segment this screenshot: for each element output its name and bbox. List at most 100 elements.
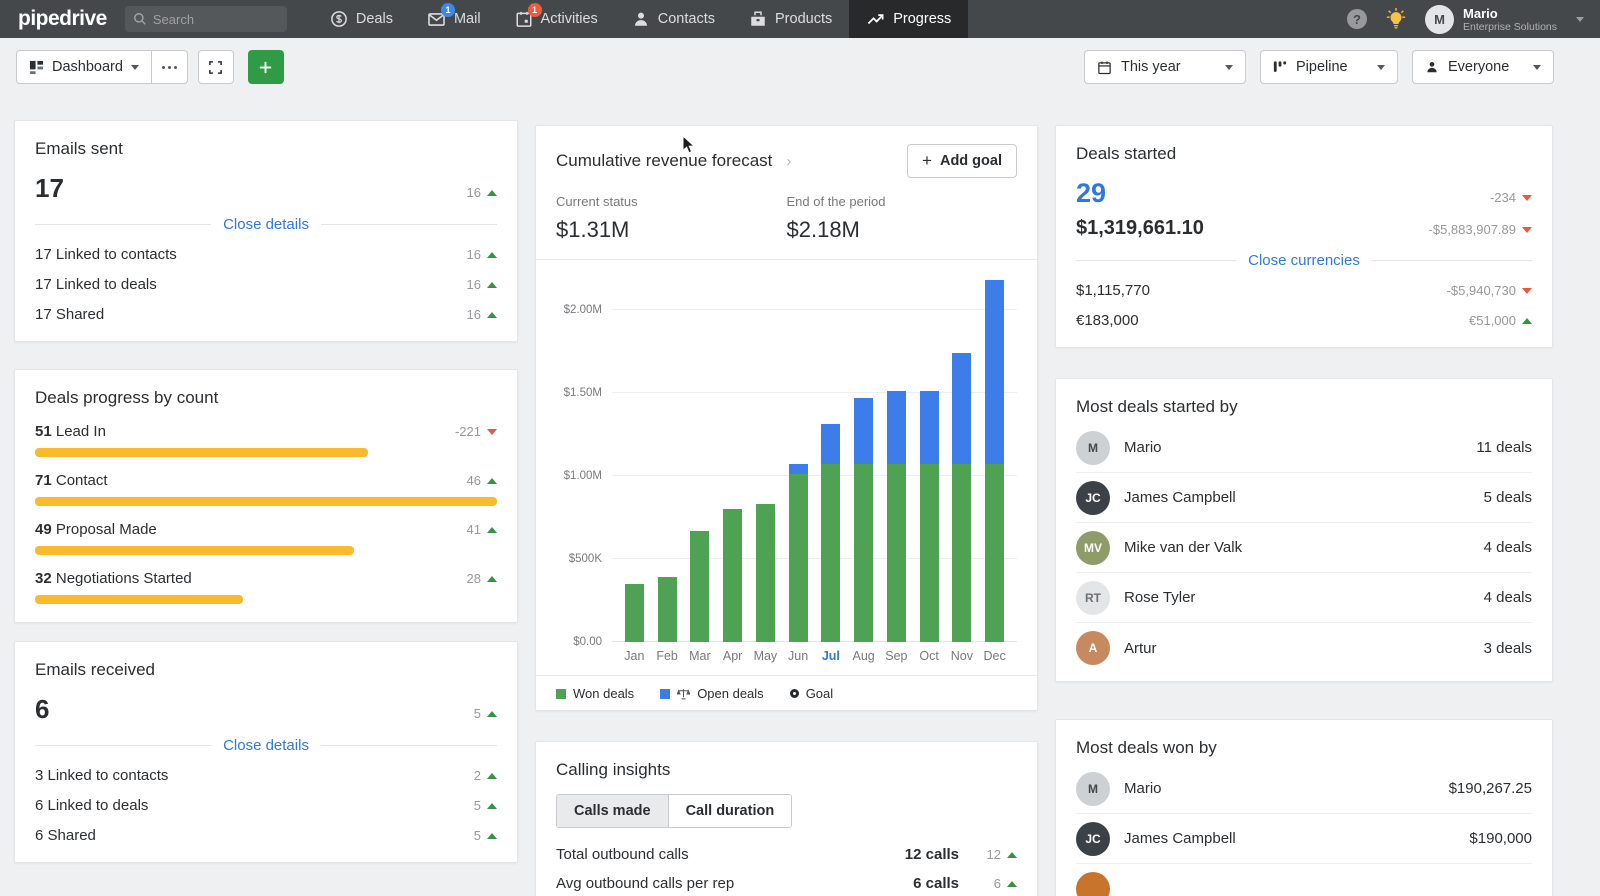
open-deals-segment-Aug[interactable]	[854, 398, 873, 464]
trend-icon	[1522, 227, 1532, 233]
x-tick-label-Jan: Jan	[618, 649, 651, 663]
plus-icon: +	[922, 151, 932, 171]
chevron-down-icon	[1225, 65, 1233, 70]
bar-Aug[interactable]	[847, 274, 880, 642]
help-icon[interactable]: ?	[1347, 9, 1367, 29]
dashboard-more-button[interactable]	[152, 50, 188, 84]
close-details-link[interactable]: Close details	[223, 216, 309, 233]
stage-bar[interactable]	[35, 546, 354, 555]
bar-Jun[interactable]	[782, 274, 815, 642]
trend-icon	[487, 711, 497, 717]
open-deals-segment-Sep[interactable]	[887, 391, 906, 464]
won-deals-segment-Dec[interactable]	[985, 464, 1004, 642]
won-deals-segment-May[interactable]	[756, 504, 775, 642]
bar-Dec[interactable]	[978, 274, 1011, 642]
person-row[interactable]: JC James Campbell $190,000	[1076, 814, 1532, 864]
bar-Mar[interactable]	[684, 274, 717, 642]
x-tick-label-Aug: Aug	[847, 649, 880, 663]
legend-won-deals[interactable]: Won deals	[556, 686, 634, 701]
won-deals-segment-Jan[interactable]	[625, 584, 644, 642]
forecast-bars	[612, 274, 1017, 642]
nav-item-deals[interactable]: Deals	[313, 0, 410, 38]
bar-Sep[interactable]	[880, 274, 913, 642]
card-revenue-forecast: Cumulative revenue forecast › + Add goal…	[535, 125, 1038, 711]
row-label: 17 Shared	[35, 306, 104, 323]
bar-Apr[interactable]	[716, 274, 749, 642]
add-goal-button[interactable]: + Add goal	[907, 144, 1017, 178]
won-deals-segment-Feb[interactable]	[658, 577, 677, 642]
nav-item-contacts[interactable]: Contacts	[615, 0, 732, 38]
dashboard-selector-button[interactable]: Dashboard	[16, 50, 152, 84]
search-box[interactable]	[125, 6, 287, 32]
pipedrive-logo[interactable]: pipedrive	[0, 0, 125, 38]
add-report-button[interactable]	[248, 50, 284, 84]
open-deals-segment-Nov[interactable]	[952, 353, 971, 464]
bar-May[interactable]	[749, 274, 782, 642]
user-menu[interactable]: M Mario Enterprise Solutions	[1425, 5, 1584, 34]
person-row[interactable]: MV Mike van der Valk 4 deals	[1076, 523, 1532, 573]
bar-Jan[interactable]	[618, 274, 651, 642]
avatar: A	[1076, 631, 1110, 665]
bar-Nov[interactable]	[946, 274, 979, 642]
open-deals-segment-Jun[interactable]	[789, 464, 808, 474]
won-deals-segment-Nov[interactable]	[952, 464, 971, 642]
x-tick-label-Feb: Feb	[651, 649, 684, 663]
owner-filter-dropdown[interactable]: Everyone	[1412, 50, 1554, 84]
person-row[interactable]: A Artur 3 deals	[1076, 623, 1532, 673]
person-row[interactable]: M Mario 11 deals	[1076, 423, 1532, 473]
chart-legend: Won deals Open deals Goal	[536, 675, 1037, 710]
forecast-chart: $2.00M$1.50M$1.00M$500K$0.00	[556, 274, 1017, 642]
open-deals-segment-Dec[interactable]	[985, 280, 1004, 464]
mail-badge: 1	[441, 3, 455, 17]
person-row[interactable]: M Mario $190,267.25	[1076, 764, 1532, 814]
open-deals-segment-Jul[interactable]	[821, 424, 840, 464]
nav-item-progress[interactable]: Progress	[849, 0, 968, 38]
bar-Oct[interactable]	[913, 274, 946, 642]
stage-bar[interactable]	[35, 448, 368, 457]
won-deals-segment-Mar[interactable]	[690, 531, 709, 642]
trend-icon	[487, 773, 497, 779]
pipeline-filter-dropdown[interactable]: Pipeline	[1260, 50, 1398, 84]
won-deals-segment-Apr[interactable]	[723, 509, 742, 642]
won-deals-segment-Jun[interactable]	[789, 474, 808, 642]
nav-item-mail[interactable]: 1 Mail	[410, 0, 498, 38]
activities-icon: 1	[515, 10, 533, 28]
person-row[interactable]: RT Rose Tyler 4 deals	[1076, 573, 1532, 623]
fullscreen-button[interactable]	[198, 50, 234, 84]
nav-item-products[interactable]: Products	[732, 0, 849, 38]
lightbulb-icon[interactable]	[1385, 7, 1407, 31]
chevron-down-icon	[131, 65, 139, 70]
trend-icon	[1522, 288, 1532, 294]
deals-icon	[330, 10, 348, 28]
y-tick-label: $0.00	[573, 636, 602, 648]
close-details-link[interactable]: Close details	[223, 737, 309, 754]
pipeline-icon	[1273, 60, 1287, 75]
stage-bar[interactable]	[35, 497, 497, 506]
stage-bar[interactable]	[35, 595, 243, 604]
nav-item-activities[interactable]: 1 Activities	[498, 0, 615, 38]
won-deals-segment-Sep[interactable]	[887, 464, 906, 642]
won-deals-segment-Aug[interactable]	[854, 464, 873, 642]
won-deals-segment-Jul[interactable]	[821, 464, 840, 642]
card-title: Most deals started by	[1076, 397, 1532, 417]
open-deals-segment-Oct[interactable]	[920, 391, 939, 464]
chevron-down-icon	[1576, 17, 1584, 22]
tab-call-duration[interactable]: Call duration	[669, 795, 792, 827]
contacts-icon	[632, 10, 650, 28]
period-filter-dropdown[interactable]: This year	[1084, 50, 1246, 84]
won-deals-segment-Oct[interactable]	[920, 464, 939, 642]
legend-goal[interactable]: Goal	[790, 686, 833, 701]
user-name: Mario	[1463, 6, 1557, 21]
close-currencies-link[interactable]: Close currencies	[1248, 252, 1360, 269]
person-row[interactable]: JC James Campbell 5 deals	[1076, 473, 1532, 523]
bar-Feb[interactable]	[651, 274, 684, 642]
bar-Jul[interactable]	[815, 274, 848, 642]
calling-tabs: Calls made Call duration	[556, 794, 792, 828]
trend-icon	[1522, 195, 1532, 201]
chevron-right-icon: ›	[786, 153, 791, 170]
forecast-title-link[interactable]: Cumulative revenue forecast ›	[556, 151, 791, 171]
tab-calls-made[interactable]: Calls made	[557, 795, 669, 827]
search-input[interactable]	[153, 12, 263, 27]
person-row[interactable]	[1076, 864, 1532, 896]
legend-open-deals[interactable]: Open deals	[660, 686, 764, 701]
